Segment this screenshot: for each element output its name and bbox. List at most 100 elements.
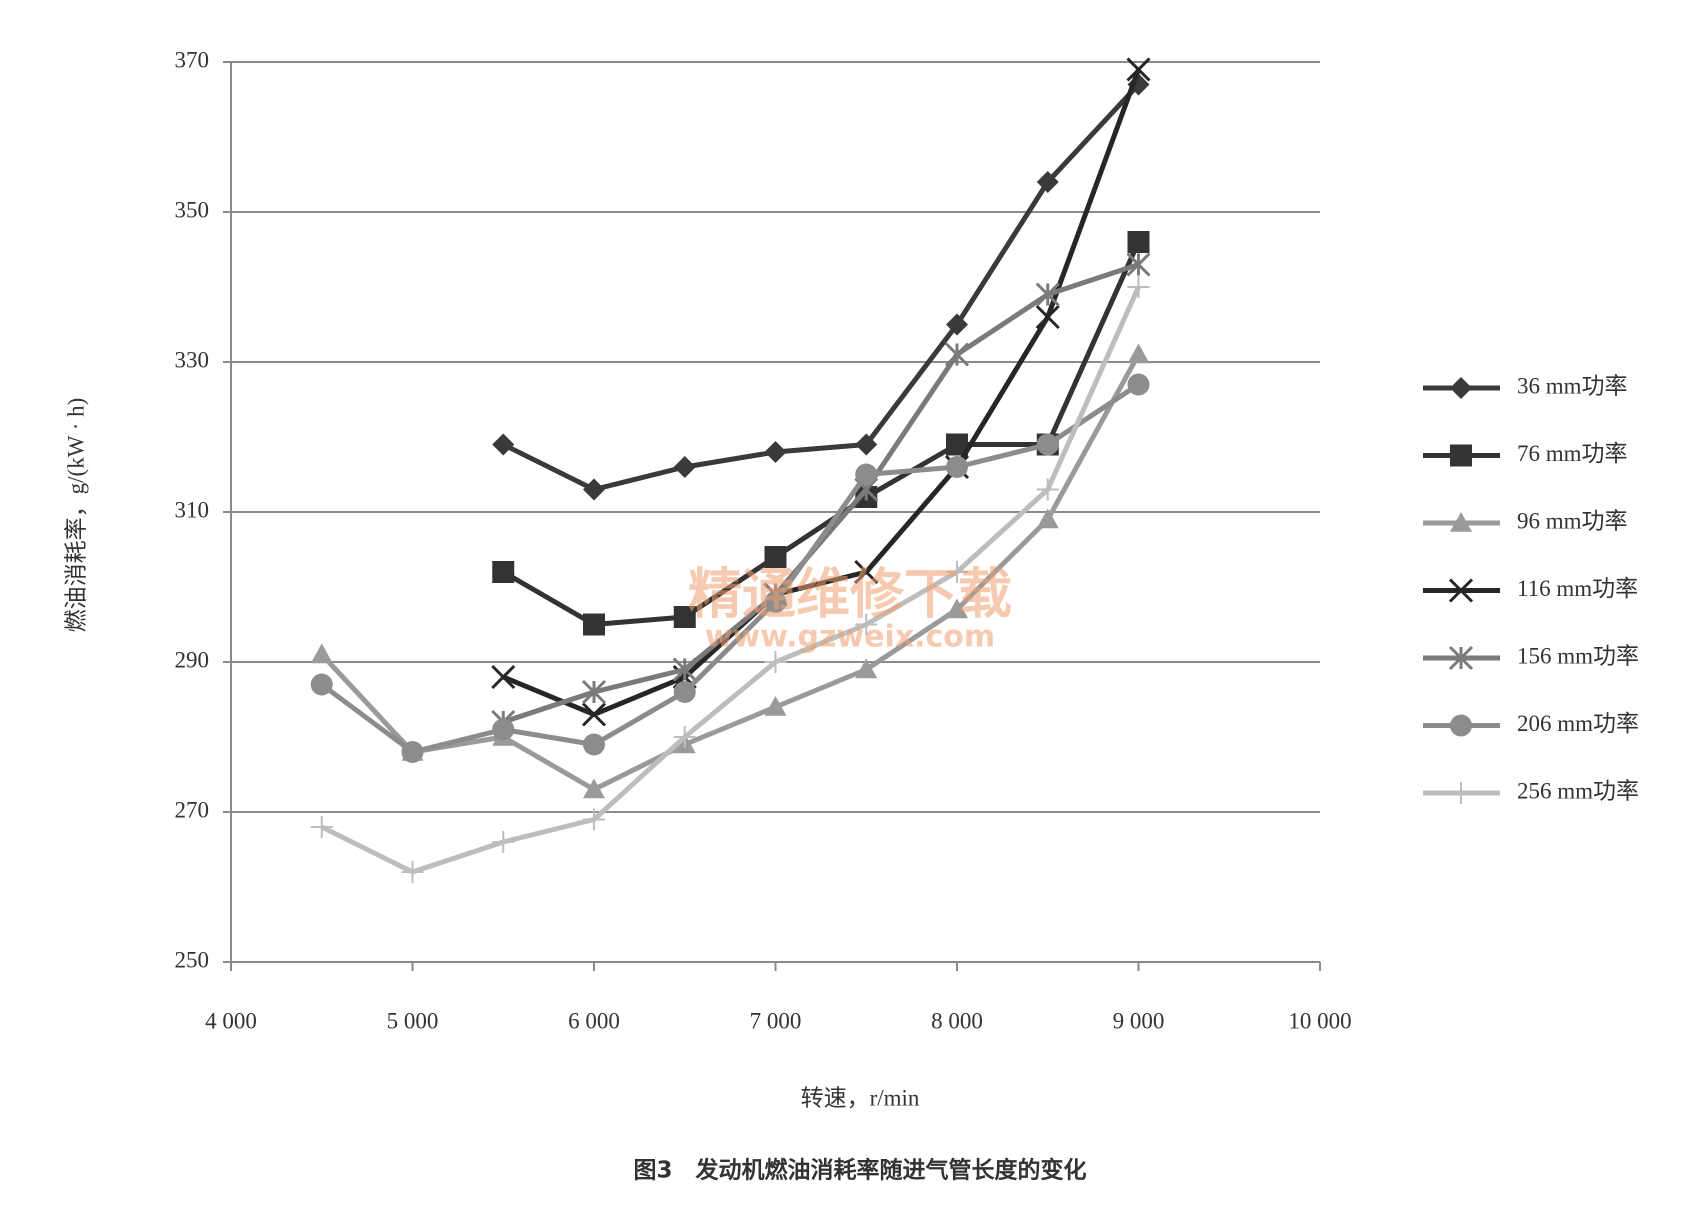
y-tick-label: 350: [175, 197, 210, 222]
marker-shape: [673, 606, 696, 628]
marker-shape: [1126, 57, 1151, 82]
legend-label: 206 mm功率: [1517, 711, 1639, 736]
marker: [854, 559, 879, 585]
legend-label: 36 mm功率: [1517, 373, 1628, 398]
marker-shape: [854, 559, 879, 585]
marker-shape: [1127, 343, 1150, 364]
marker: [1127, 231, 1150, 253]
x-tick-label: 7 000: [750, 1008, 802, 1033]
marker-shape: [1127, 231, 1150, 253]
marker: [581, 702, 607, 727]
marker: [764, 591, 787, 613]
marker-shape: [492, 433, 515, 456]
marker: [1450, 782, 1472, 804]
marker: [946, 313, 968, 336]
y-tick-label: 330: [175, 347, 210, 372]
marker-shape: [310, 673, 333, 696]
legend-label: 96 mm功率: [1517, 508, 1628, 533]
marker: [1036, 171, 1059, 193]
marker: [673, 726, 696, 748]
marker-shape: [764, 441, 787, 463]
y-tick-label: 250: [175, 947, 210, 972]
marker: [1036, 433, 1059, 456]
series-line: [501, 240, 1141, 627]
marker-shape: [946, 433, 968, 456]
x-tick-label: 4 000: [205, 1008, 257, 1033]
marker-shape: [583, 733, 605, 756]
marker-shape: [673, 456, 696, 478]
marker-shape: [855, 658, 878, 679]
marker-shape: [310, 643, 333, 664]
marker-shape: [946, 456, 968, 478]
marker-shape: [310, 816, 333, 838]
marker: [672, 657, 697, 682]
marker: [1127, 276, 1150, 298]
marker: [1448, 578, 1474, 603]
marker: [491, 664, 516, 690]
marker-shape: [1450, 377, 1472, 399]
marker-shape: [944, 342, 970, 367]
series-line: [319, 353, 1141, 792]
legend-label: 116 mm功率: [1517, 576, 1638, 601]
marker-shape: [583, 613, 605, 636]
marker-shape: [764, 546, 787, 568]
marker: [401, 741, 424, 763]
marker-shape: [492, 718, 515, 741]
marker-shape: [673, 681, 696, 703]
marker-shape: [855, 613, 878, 636]
x-tick-label: 10 000: [1288, 1008, 1351, 1033]
marker: [1036, 478, 1059, 501]
marker: [1450, 714, 1472, 737]
marker: [310, 643, 333, 664]
marker-shape: [946, 598, 968, 619]
series-line: [320, 382, 1140, 755]
marker-shape: [764, 696, 787, 716]
marker: [764, 546, 787, 568]
marker-shape: [583, 778, 605, 799]
series-line: [502, 68, 1141, 717]
y-tick-label: 270: [175, 797, 210, 822]
marker: [1127, 373, 1150, 396]
marker: [583, 613, 605, 636]
marker: [492, 433, 515, 456]
caption: 图3 发动机燃油消耗率随进气管长度的变化: [633, 1157, 1086, 1184]
marker-shape: [946, 313, 968, 336]
marker-shape: [764, 651, 787, 673]
marker: [946, 561, 968, 583]
marker-shape: [1450, 444, 1472, 467]
marker: [673, 606, 696, 628]
marker-shape: [1036, 433, 1059, 456]
marker-shape: [855, 463, 878, 486]
marker: [1035, 304, 1060, 330]
marker: [673, 456, 696, 478]
legend-label: 156 mm功率: [1517, 643, 1639, 668]
marker-shape: [1126, 252, 1151, 277]
marker: [1450, 512, 1472, 532]
marker-shape: [583, 478, 605, 501]
marker-shape: [1127, 276, 1150, 298]
marker-shape: [1450, 714, 1472, 737]
x-axis-label: 转速，r/min: [801, 1085, 920, 1110]
marker: [855, 433, 878, 456]
marker: [1036, 508, 1059, 529]
marker-shape: [673, 726, 696, 748]
marker-shape: [401, 741, 424, 763]
marker: [583, 478, 605, 501]
marker: [310, 673, 333, 696]
marker-shape: [581, 679, 607, 705]
marker-shape: [1448, 645, 1474, 671]
series-line: [502, 82, 1141, 492]
x-tick-label: 6 000: [568, 1008, 620, 1033]
marker-shape: [1448, 578, 1474, 603]
marker: [855, 658, 878, 679]
marker: [946, 456, 968, 478]
marker: [946, 598, 968, 619]
x-tick-label: 8 000: [931, 1008, 983, 1033]
marker-shape: [1036, 478, 1059, 501]
marker-shape: [1450, 782, 1472, 804]
marker-shape: [1035, 304, 1060, 330]
series-line: [320, 285, 1141, 875]
marker-shape: [946, 561, 968, 583]
watermark: www.gzweix.com: [705, 620, 995, 655]
